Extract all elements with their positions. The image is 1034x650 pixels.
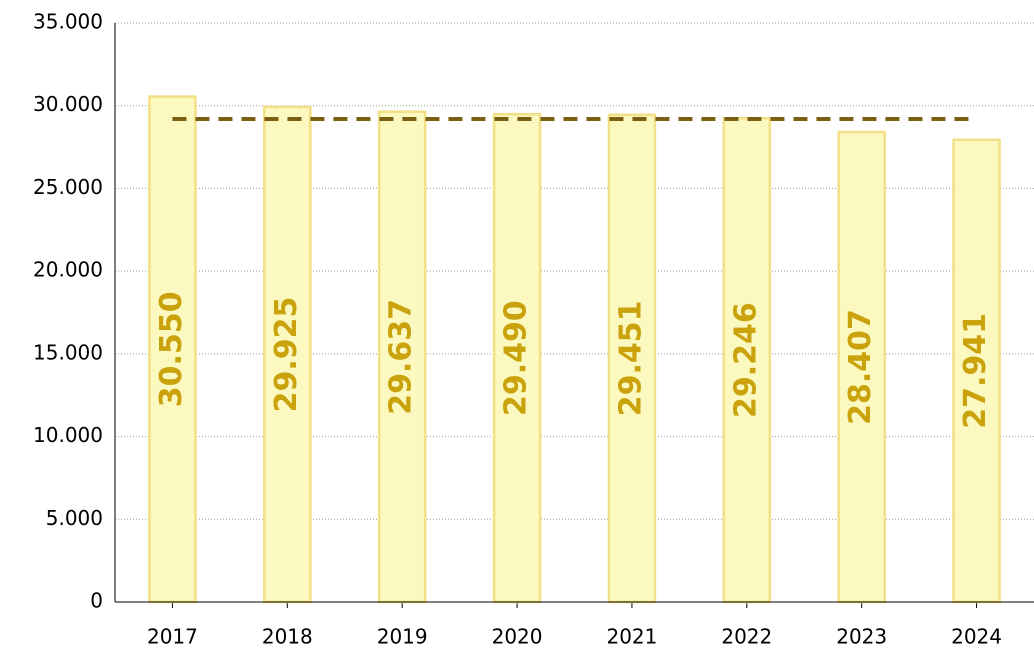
x-tick-label: 2022 <box>721 625 772 649</box>
value-label: 27.941 <box>958 313 993 429</box>
x-tick-label: 2024 <box>951 625 1002 649</box>
x-tick-label: 2021 <box>606 625 657 649</box>
value-label: 28.407 <box>843 309 878 425</box>
y-tick-label: 15.000 <box>33 340 103 364</box>
x-tick-label: 2017 <box>147 625 198 649</box>
y-tick-label: 10.000 <box>33 423 103 447</box>
value-label: 29.637 <box>384 299 419 415</box>
bar <box>377 110 427 604</box>
y-tick-label: 20.000 <box>33 258 103 282</box>
value-label: 29.490 <box>499 300 534 416</box>
y-tick-label: 35.000 <box>33 10 103 34</box>
bar <box>263 105 312 604</box>
value-label: 29.246 <box>728 302 763 418</box>
x-tick-label: 2018 <box>262 625 313 649</box>
x-tick-label: 2019 <box>377 625 428 649</box>
y-tick-label: 5.000 <box>46 506 103 530</box>
y-tick-label: 25.000 <box>33 175 103 199</box>
value-label: 29.451 <box>613 301 648 417</box>
value-label: 30.550 <box>154 291 189 407</box>
y-tick-label: 30.000 <box>33 92 103 116</box>
bar <box>722 116 772 604</box>
bar <box>607 113 657 604</box>
value-label: 29.925 <box>269 297 304 413</box>
y-tick-label: 0 <box>90 589 103 613</box>
bar <box>148 95 197 604</box>
bar <box>492 112 542 604</box>
x-tick-label: 2023 <box>836 625 887 649</box>
x-tick-label: 2020 <box>492 625 543 649</box>
